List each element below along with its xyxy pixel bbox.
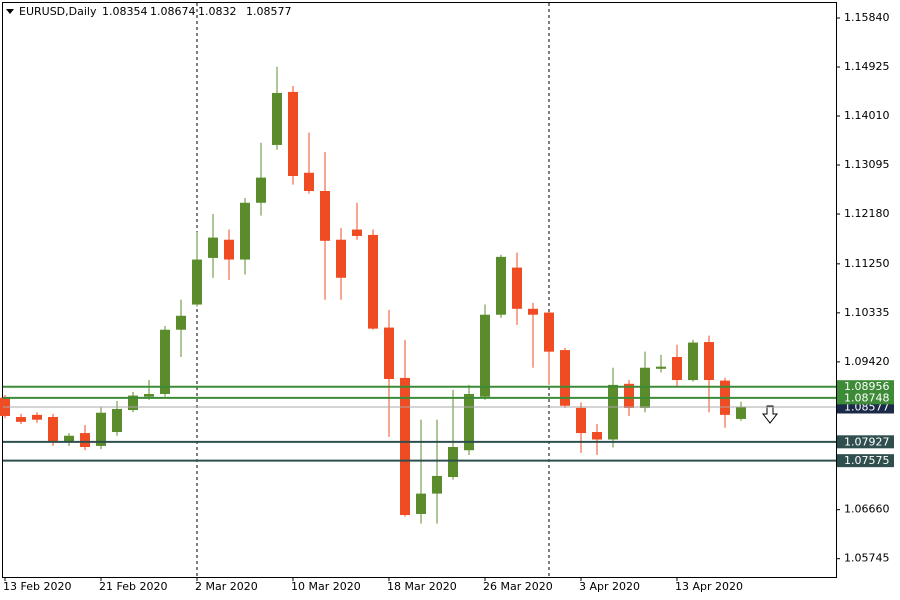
y-tick-label: 1.15840	[844, 11, 890, 24]
candle-body	[624, 383, 634, 408]
candle-body	[704, 342, 714, 381]
candle-body	[240, 202, 250, 260]
candle-body	[224, 239, 234, 260]
candle-body	[176, 315, 186, 330]
symbol: EURUSD,Daily	[19, 5, 97, 18]
candle-body	[128, 395, 138, 411]
plot-frame	[2, 2, 837, 578]
candle-body	[672, 357, 682, 381]
y-tick-label: 1.11250	[844, 257, 890, 270]
candle-body	[32, 414, 42, 420]
price-level-box	[837, 435, 894, 449]
candle-body	[336, 239, 346, 278]
candle-body	[160, 329, 170, 394]
x-tick-label: 2 Mar 2020	[195, 580, 258, 593]
candle-body	[400, 377, 410, 516]
candle-body	[512, 267, 522, 309]
candle-body	[144, 393, 154, 397]
x-tick-label: 18 Mar 2020	[387, 580, 457, 593]
ohlc-open: 1.08354	[102, 5, 148, 18]
candle-body	[112, 408, 122, 433]
y-tick-label: 1.14925	[844, 60, 890, 73]
candle-body	[208, 237, 218, 258]
candle-body	[416, 493, 426, 514]
ohlc-close: 1.08577	[246, 5, 292, 18]
price-level-label: 1.07575	[844, 454, 890, 467]
candle-body	[192, 259, 202, 305]
candle-body	[608, 384, 618, 440]
candle-body	[688, 342, 698, 381]
candle-body	[480, 314, 490, 397]
price-level-label: 1.08956	[844, 380, 890, 393]
candle-body	[288, 91, 298, 176]
ohlc-low: 1.0832	[198, 5, 237, 18]
ohlc-high: 1.08674	[150, 5, 196, 18]
x-tick-label: 13 Apr 2020	[675, 580, 743, 593]
y-tick-label: 1.10335	[844, 306, 890, 319]
candle-body	[384, 327, 394, 379]
candle-body	[368, 234, 378, 329]
price-level-box	[837, 391, 894, 405]
candle-body	[640, 367, 650, 408]
y-tick-label: 1.05745	[844, 552, 890, 565]
price-level-box	[837, 454, 894, 468]
candle-body	[528, 308, 538, 315]
x-tick-label: 26 Mar 2020	[483, 580, 553, 593]
candle-body	[320, 190, 330, 241]
candle-body	[432, 475, 442, 494]
y-tick-label: 1.13095	[844, 158, 890, 171]
candle-body	[464, 393, 474, 451]
price-level-label: 1.08748	[844, 391, 890, 404]
x-tick-label: 13 Feb 2020	[3, 580, 71, 593]
candle-body	[272, 92, 282, 145]
candle-body	[656, 366, 666, 369]
y-tick-label: 1.06660	[844, 503, 890, 516]
candle-body	[256, 177, 266, 203]
candle-body	[448, 447, 458, 478]
candle-body	[304, 172, 314, 191]
menu-triangle	[6, 9, 14, 14]
candle-body	[80, 433, 90, 448]
candle-body	[96, 412, 106, 446]
y-tick-label: 1.14010	[844, 109, 890, 122]
x-tick-label: 21 Feb 2020	[99, 580, 167, 593]
candle-body	[64, 435, 74, 443]
candle-body	[560, 350, 570, 406]
x-tick-label: 3 Apr 2020	[579, 580, 640, 593]
candle-body	[352, 229, 362, 236]
candle-body	[544, 312, 554, 352]
candle-body	[496, 256, 506, 315]
candle-body	[48, 417, 58, 443]
price-level-label: 1.07927	[844, 435, 890, 448]
candle-body	[16, 417, 26, 422]
candle-body	[736, 407, 746, 419]
candle-body	[576, 407, 586, 434]
x-tick-label: 10 Mar 2020	[291, 580, 361, 593]
y-tick-label: 1.09420	[844, 355, 890, 368]
y-tick-label: 1.12180	[844, 207, 890, 220]
candle-body	[592, 432, 602, 440]
price-level-box	[837, 380, 894, 394]
